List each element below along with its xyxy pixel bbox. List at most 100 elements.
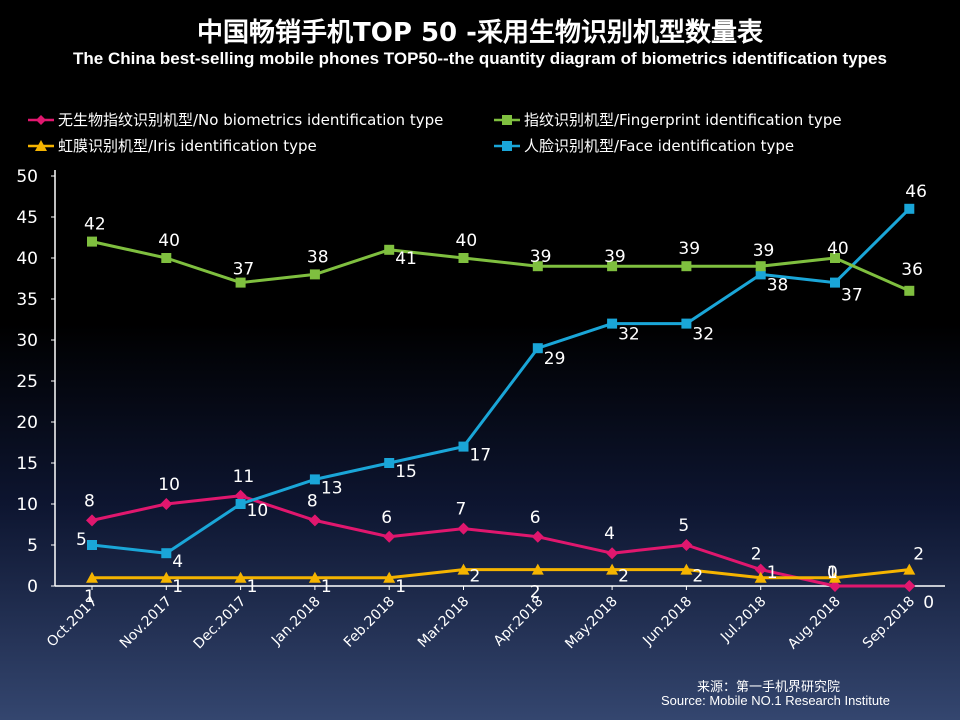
y-tick-label: 10 [16, 495, 38, 515]
data-point-marker [308, 571, 321, 583]
data-point-marker [680, 539, 693, 551]
data-label: 39 [678, 239, 700, 259]
data-label: 40 [456, 231, 478, 251]
data-label: 37 [233, 260, 255, 280]
data-point-marker [904, 203, 915, 214]
data-label: 1 [395, 577, 406, 597]
data-label: 38 [767, 275, 789, 295]
x-tick-label: Feb.2018 [341, 594, 398, 651]
data-label: 4 [604, 524, 615, 544]
data-label: 17 [470, 446, 492, 466]
data-point-marker [161, 548, 172, 559]
data-label: 2 [692, 567, 703, 587]
x-tick-label: Nov.2017 [117, 594, 175, 652]
data-label: 1 [247, 577, 258, 597]
data-label: 1 [84, 587, 95, 607]
data-label: 32 [692, 325, 714, 345]
data-point-marker [457, 522, 470, 535]
chart-title-zh: 中国畅销手机TOP 50 -采用生物识别机型数量表 [197, 18, 763, 48]
data-label: 1 [172, 577, 183, 597]
data-point-marker [754, 571, 767, 583]
data-label: 2 [913, 545, 924, 565]
data-point-marker [829, 580, 841, 592]
data-point-marker [607, 318, 618, 329]
data-label: 37 [841, 286, 863, 306]
data-point-marker [457, 563, 470, 575]
data-point-marker [383, 571, 396, 583]
x-tick-label: Sep.2018 [860, 594, 918, 652]
legend-item-fingerprint: 指纹识别机型/Fingerprint identification type [494, 109, 842, 130]
data-label: 8 [307, 491, 318, 511]
y-tick-label: 30 [16, 331, 38, 351]
data-point-marker [531, 563, 544, 575]
data-label: 0 [827, 563, 838, 583]
data-point-marker [87, 540, 97, 550]
data-label: 0 [923, 593, 934, 613]
x-tick-label: May.2018 [562, 594, 621, 653]
data-point-marker [234, 571, 247, 583]
data-label: 8 [84, 491, 95, 511]
data-point-marker [681, 261, 692, 272]
data-label: 39 [530, 247, 552, 267]
data-point-marker [532, 343, 543, 354]
data-point-marker [160, 498, 173, 510]
source-zh: 来源：第一手机界研究院 [696, 679, 840, 694]
data-point-marker [458, 441, 469, 452]
data-label: 39 [604, 247, 626, 267]
legend-label-iris: 虹膜识别机型/Iris identification type [58, 137, 317, 155]
data-point-marker [235, 277, 246, 288]
data-point-marker [606, 563, 619, 575]
data-point-marker [86, 514, 98, 527]
data-point-marker [87, 236, 97, 247]
data-label: 6 [530, 508, 541, 528]
data-label: 36 [901, 260, 923, 280]
data-point-marker [680, 563, 693, 575]
data-point-marker [903, 580, 916, 592]
y-tick-label: 50 [16, 167, 38, 187]
series-line [91, 207, 911, 555]
data-label: 5 [76, 530, 87, 550]
legend-label-face: 人脸识别机型/Face identification type [524, 137, 795, 155]
data-point-marker [755, 269, 766, 280]
legend-label-no-biometrics: 无生物指纹识别机型/No biometrics identification t… [58, 111, 444, 129]
data-point-marker [903, 563, 916, 575]
legend-item-face: 人脸识别机型/Face identification type [494, 135, 794, 156]
data-label: 10 [247, 501, 269, 521]
data-point-marker [384, 244, 395, 255]
data-label: 7 [456, 500, 467, 520]
data-point-marker [830, 277, 840, 288]
data-label: 2 [530, 583, 541, 603]
data-label: 42 [84, 215, 106, 235]
data-label: 13 [321, 478, 343, 498]
x-tick-label: Jun.2018 [639, 594, 695, 650]
data-label: 1 [827, 563, 838, 583]
x-tick-label: Jul.2018 [717, 594, 769, 646]
data-label: 4 [172, 552, 183, 572]
data-label: 1 [767, 563, 778, 583]
data-point-marker [904, 285, 915, 296]
data-label: 40 [158, 231, 180, 251]
data-label: 39 [753, 241, 775, 261]
diamond-marker-icon [28, 114, 54, 125]
data-label: 11 [233, 467, 255, 487]
series-line [91, 240, 910, 293]
series-line [91, 494, 910, 588]
chart-title-en: The China best-selling mobile phones TOP… [73, 49, 887, 68]
data-point-marker [235, 499, 246, 509]
data-point-marker [607, 261, 618, 272]
data-label: 1 [321, 577, 332, 597]
data-point-marker [160, 571, 173, 583]
x-tick-label: Dec.2017 [191, 594, 250, 653]
data-label: 46 [905, 182, 927, 202]
legend-label-fingerprint: 指纹识别机型/Fingerprint identification type [524, 111, 842, 129]
data-point-marker [161, 253, 172, 263]
data-label: 2 [751, 545, 762, 565]
y-tick-label: 25 [16, 372, 38, 392]
x-tick-label: Jan.2018 [268, 594, 324, 650]
data-point-marker [755, 261, 766, 272]
data-point-marker [532, 261, 543, 272]
data-point-marker [384, 458, 395, 468]
data-label: 10 [158, 475, 180, 495]
x-tick-label: Aug.2018 [785, 594, 844, 653]
